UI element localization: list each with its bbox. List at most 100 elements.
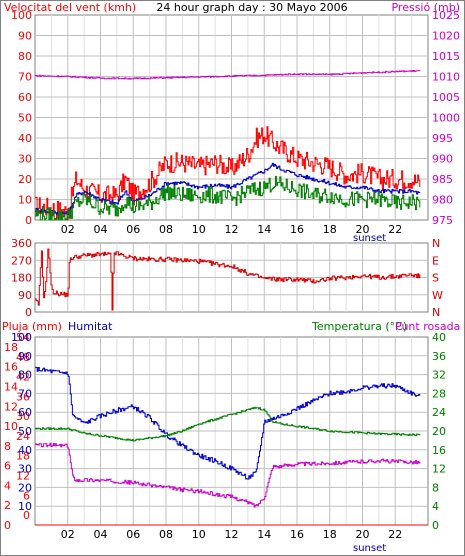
rain-tick-label: 2 bbox=[4, 499, 11, 512]
wind-speed-tick-label: 30 bbox=[18, 153, 32, 166]
rain-axis-label: Pluja (mm) bbox=[2, 320, 62, 333]
rain-tick-label: 16 bbox=[4, 361, 18, 374]
x-tick-label: 18 bbox=[323, 223, 337, 236]
direction-series-line bbox=[35, 248, 421, 311]
x-tick-label: 20 bbox=[356, 223, 370, 236]
rain-tick-label: 18 bbox=[4, 341, 18, 354]
x-tick-label: 10 bbox=[192, 223, 206, 236]
direction-tick-label: 180 bbox=[11, 272, 32, 285]
compass-tick-label: E bbox=[432, 254, 439, 267]
rain-tick-label: 4 bbox=[4, 479, 11, 492]
pressure-tick-label: 1005 bbox=[432, 91, 460, 104]
wind-speed-tick-label: 90 bbox=[18, 30, 32, 43]
x-tick-label: 14 bbox=[257, 528, 271, 541]
rain-tick-label: 10 bbox=[4, 420, 18, 433]
rain-tick-label: 42 bbox=[16, 371, 30, 384]
sunset-label-bottom: sunset bbox=[353, 543, 386, 554]
humidity-tick-label: 10 bbox=[18, 500, 32, 513]
direction-tick-label: 90 bbox=[18, 289, 32, 302]
compass-tick-label: N bbox=[432, 306, 440, 319]
wind-speed-tick-label: 80 bbox=[18, 50, 32, 63]
compass-tick-label: S bbox=[432, 272, 439, 285]
pressure-tick-label: 990 bbox=[432, 153, 453, 166]
wind-speed-tick-label: 50 bbox=[18, 112, 32, 125]
wind-series-line bbox=[35, 126, 421, 221]
x-tick-label: 10 bbox=[192, 528, 206, 541]
compass-tick-label: W bbox=[432, 289, 443, 302]
humidity-tick-label: 80 bbox=[18, 369, 32, 382]
rain-tick-label: 0 bbox=[4, 519, 11, 532]
x-tick-label: 06 bbox=[126, 528, 140, 541]
pressure-tick-label: 1020 bbox=[432, 30, 460, 43]
humidity-tick-label: 60 bbox=[18, 406, 32, 419]
temperature-tick-label: 0 bbox=[432, 519, 439, 532]
temperature-tick-label: 8 bbox=[432, 481, 439, 494]
wind-speed-tick-label: 10 bbox=[18, 194, 32, 207]
wind-speed-tick-label: 60 bbox=[18, 91, 32, 104]
x-tick-label: 08 bbox=[159, 528, 173, 541]
rain-tick-label: 6 bbox=[4, 460, 11, 473]
pressure-tick-label: 975 bbox=[432, 214, 453, 227]
rain-tick-label: 12 bbox=[4, 400, 18, 413]
temperature-series-line bbox=[35, 406, 421, 442]
rain-tick-label: 30 bbox=[16, 410, 30, 423]
avg-series-line bbox=[35, 162, 421, 216]
temperature-tick-label: 28 bbox=[432, 387, 446, 400]
x-tick-label: 22 bbox=[388, 528, 402, 541]
wind-speed-axis-label: Velocitat del vent (kmh) bbox=[4, 1, 136, 14]
temperature-tick-label: 4 bbox=[432, 500, 439, 513]
humidity-tick-label: 20 bbox=[18, 481, 32, 494]
wind-speed-tick-label: 40 bbox=[18, 132, 32, 145]
direction-tick-label: 360 bbox=[11, 237, 32, 250]
pressure-tick-label: 980 bbox=[432, 194, 453, 207]
rain-tick-label: 48 bbox=[16, 351, 30, 364]
x-tick-label: 14 bbox=[257, 223, 271, 236]
temperature-tick-label: 24 bbox=[432, 406, 446, 419]
rain-tick-label: 6 bbox=[23, 489, 30, 502]
temperature-axis-label: Temperatura (°C) bbox=[311, 320, 407, 333]
pressure-tick-label: 1000 bbox=[432, 112, 460, 125]
temperature-tick-label: 32 bbox=[432, 369, 446, 382]
humidity-axis-label: Humitat bbox=[68, 320, 113, 333]
wind-pressure-panel: 0102030405060708090100975980985990995100… bbox=[11, 9, 460, 236]
x-tick-label: 18 bbox=[323, 528, 337, 541]
pressure-tick-label: 1015 bbox=[432, 50, 460, 63]
wind-speed-tick-label: 20 bbox=[18, 173, 32, 186]
rain-tick-label: 24 bbox=[16, 430, 30, 443]
temperature-tick-label: 40 bbox=[432, 331, 446, 344]
x-tick-label: 12 bbox=[225, 223, 239, 236]
x-tick-label: 20 bbox=[356, 528, 370, 541]
humidity-series-line bbox=[35, 366, 421, 480]
wind-speed-tick-label: 0 bbox=[25, 214, 32, 227]
humidity-tick-label: 30 bbox=[18, 463, 32, 476]
rain-tick-label: 18 bbox=[16, 450, 30, 463]
pressure-tick-label: 995 bbox=[432, 132, 453, 145]
humidity-tick-label: 70 bbox=[18, 387, 32, 400]
x-tick-label: 22 bbox=[388, 223, 402, 236]
rain-tick-label: 8 bbox=[4, 440, 11, 453]
dewpoint-series-line bbox=[35, 442, 421, 508]
x-tick-label: 02 bbox=[61, 223, 75, 236]
rain-tick-label: 54 bbox=[16, 331, 30, 344]
compass-tick-label: N bbox=[432, 237, 440, 250]
gust-series-line bbox=[35, 175, 421, 221]
direction-tick-label: 270 bbox=[11, 254, 32, 267]
direction-tick-label: 0 bbox=[25, 306, 32, 319]
rain-humidity-temperature-panel: 0026412618824103012361442164818541020304… bbox=[4, 331, 446, 541]
x-tick-label: 04 bbox=[94, 528, 108, 541]
humidity-tick-label: 40 bbox=[18, 444, 32, 457]
humidity-tick-label: 90 bbox=[18, 350, 32, 363]
temperature-tick-label: 20 bbox=[432, 425, 446, 438]
pressure-tick-label: 1025 bbox=[432, 9, 460, 22]
rain-tick-label: 0 bbox=[23, 509, 30, 522]
dewpoint-axis-label: Punt rosada bbox=[395, 320, 460, 333]
x-tick-label: 08 bbox=[159, 223, 173, 236]
pressure-series-line bbox=[35, 70, 421, 80]
wind-speed-tick-label: 70 bbox=[18, 71, 32, 84]
rain-tick-label: 14 bbox=[4, 380, 18, 393]
rain-tick-label: 12 bbox=[16, 470, 30, 483]
x-tick-label: 04 bbox=[94, 223, 108, 236]
temperature-tick-label: 36 bbox=[432, 350, 446, 363]
